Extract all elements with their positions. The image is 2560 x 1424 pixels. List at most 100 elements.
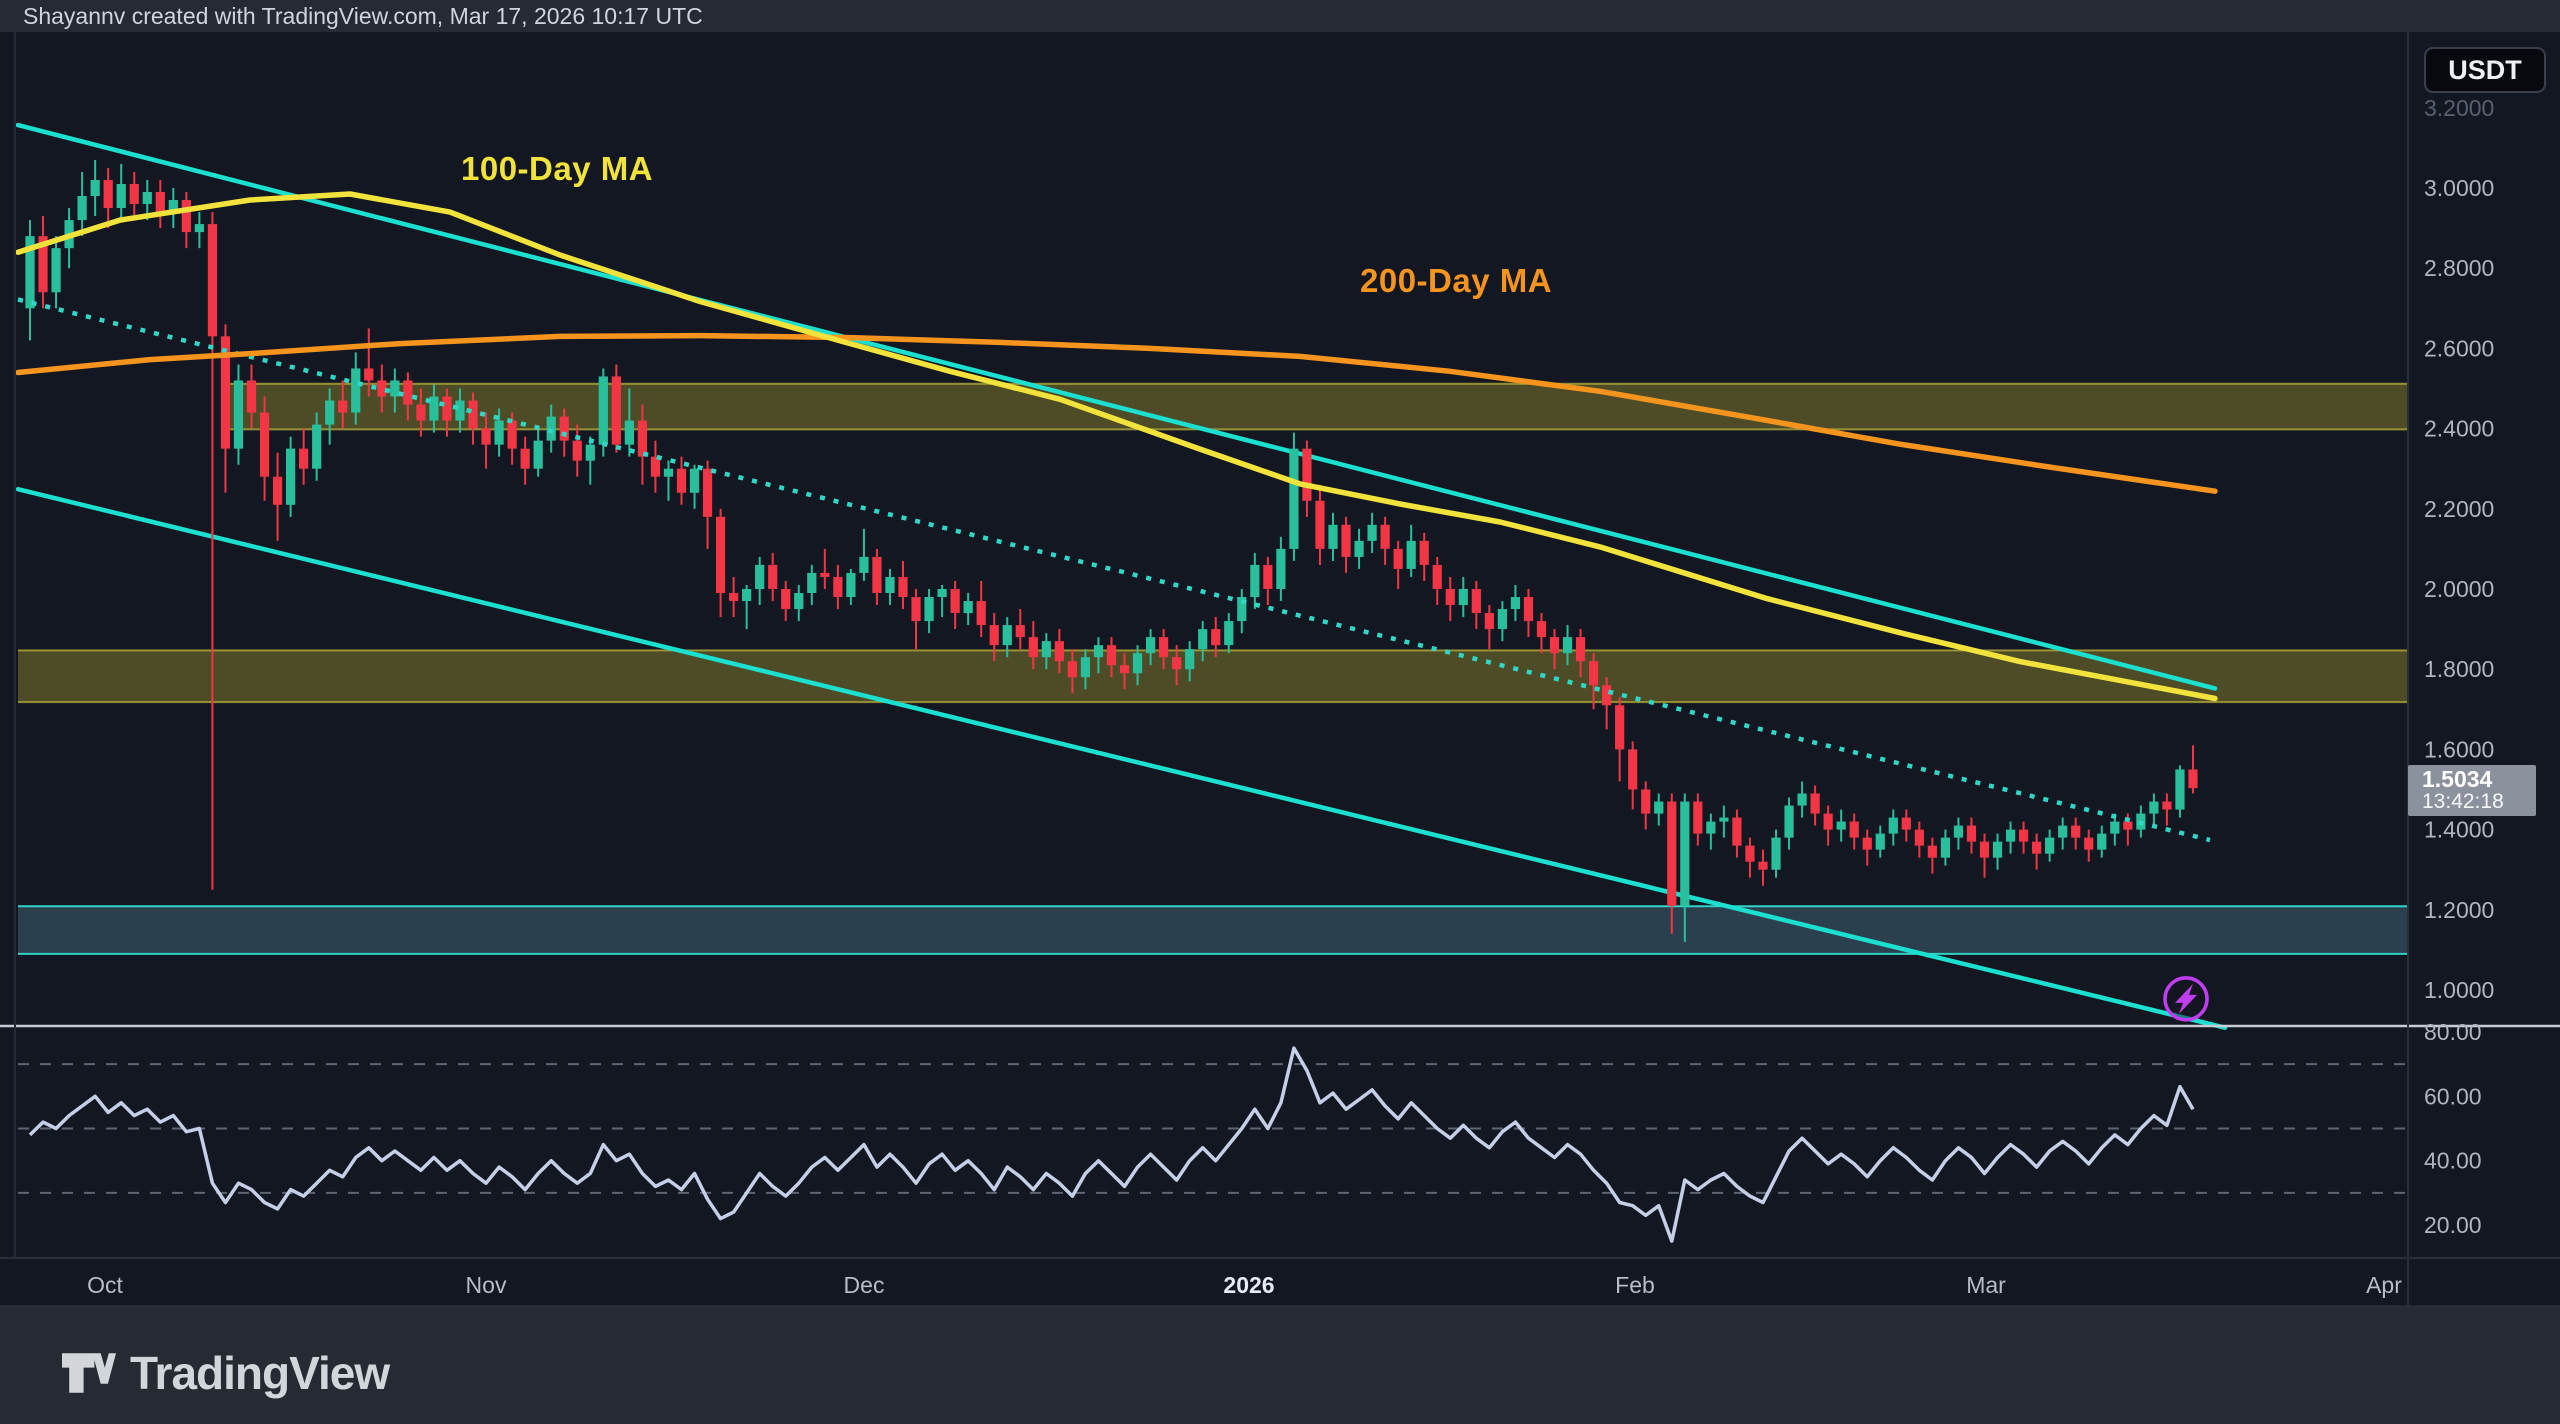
candle (129, 183, 139, 205)
candle (2175, 769, 2185, 810)
oscillator-tick-80[interactable]: 80.00 (2424, 1019, 2482, 1045)
support-zone-1.09-1.21[interactable] (18, 906, 2408, 954)
current-price-value: 1.5034 (2422, 766, 2493, 792)
candle (846, 572, 856, 598)
price-tick-2.4[interactable]: 2.4000 (2424, 416, 2494, 442)
time-tick-Dec[interactable]: Dec (844, 1272, 885, 1298)
candle (1680, 801, 1690, 906)
descending-channel-upper[interactable] (15, 122, 2218, 691)
candle (1693, 801, 1703, 834)
candle (1224, 621, 1234, 646)
candle (1002, 625, 1012, 646)
resistance-zone-2.40-2.51[interactable] (227, 383, 2408, 430)
candle (2110, 821, 2120, 834)
candle (1823, 813, 1833, 830)
candle (989, 625, 999, 646)
ma100-label: 100-Day MA (461, 150, 654, 187)
candle (1875, 833, 1885, 850)
support-zone-1.72-1.85[interactable] (18, 650, 2408, 703)
candle (1901, 817, 1911, 830)
ma100-line[interactable] (15, 191, 2218, 702)
candle (911, 597, 921, 622)
candle (1953, 825, 1964, 838)
price-tick-2.8[interactable]: 2.8000 (2424, 255, 2494, 281)
candle (1172, 657, 1182, 670)
candle (1510, 597, 1521, 610)
candle (937, 589, 947, 598)
candle (559, 416, 569, 441)
candle (90, 179, 100, 197)
candle (1719, 817, 1729, 822)
price-tick-1.6[interactable]: 1.6000 (2424, 736, 2494, 762)
candle (1615, 705, 1625, 750)
candle (976, 601, 986, 626)
candle (1862, 837, 1872, 850)
candle (299, 448, 309, 469)
price-tick-1.4[interactable]: 1.4000 (2424, 817, 2494, 843)
oscillator-tick-40[interactable]: 40.00 (2424, 1148, 2482, 1174)
candle (572, 440, 582, 461)
price-tick-2.2[interactable]: 2.2000 (2424, 496, 2494, 522)
price-tick-1.2[interactable]: 1.2000 (2424, 897, 2494, 923)
candle (25, 236, 35, 309)
candle (220, 336, 231, 449)
candle (742, 589, 752, 602)
candle (1432, 564, 1442, 589)
time-tick-Mar[interactable]: Mar (1966, 1272, 2006, 1298)
price-tick-1.8[interactable]: 1.8000 (2424, 656, 2494, 682)
candle (116, 183, 126, 209)
ma200-line[interactable] (15, 332, 2218, 494)
tradingview-logo[interactable]: TradingView (62, 1346, 390, 1400)
candle (585, 444, 595, 461)
candle (820, 572, 830, 577)
descending-channel-lower[interactable] (15, 486, 2228, 1030)
attribution-text: Shayannv created with TradingView.com, M… (23, 3, 703, 29)
current-price-tag: 1.5034 13:42:18 (2408, 765, 2536, 816)
price-tick-2.6[interactable]: 2.6000 (2424, 335, 2494, 361)
candle (1797, 793, 1807, 806)
price-tick-2.0[interactable]: 2.0000 (2424, 576, 2494, 602)
oscillator-tick-20[interactable]: 20.00 (2424, 1212, 2482, 1238)
candle (1106, 645, 1117, 666)
candle (768, 564, 778, 589)
candle (794, 593, 804, 610)
candle (1888, 817, 1898, 834)
currency-toggle-usdt[interactable]: USDT (2424, 47, 2546, 93)
candle (1745, 845, 1755, 862)
candle (1966, 825, 1977, 842)
candle (207, 224, 218, 337)
candle (598, 376, 608, 445)
candle (1654, 801, 1664, 814)
lightning-icon[interactable] (2175, 983, 2197, 1014)
candle (1093, 645, 1104, 658)
candle (924, 597, 934, 622)
candle (1471, 589, 1481, 614)
candle (1849, 821, 1859, 838)
candle (2084, 837, 2094, 850)
time-tick-Apr[interactable]: Apr (2366, 1272, 2402, 1298)
candle (1185, 649, 1195, 670)
oscillator-tick-60[interactable]: 60.00 (2424, 1083, 2482, 1109)
candle (2045, 837, 2055, 854)
time-tick-Oct[interactable]: Oct (87, 1272, 123, 1298)
candle (898, 576, 908, 598)
candle (1237, 597, 1247, 622)
price-tick-3.2[interactable]: 3.2000 (2424, 95, 2494, 121)
time-tick-2026[interactable]: 2026 (1223, 1272, 1274, 1298)
candle (872, 556, 882, 594)
candle (1302, 448, 1312, 501)
price-tick-1.0[interactable]: 1.0000 (2424, 977, 2494, 1003)
candle (1419, 540, 1429, 565)
candle (194, 224, 204, 233)
candle (416, 404, 426, 421)
candle (781, 589, 791, 610)
candle (168, 200, 178, 213)
price-tick-3.0[interactable]: 3.0000 (2424, 175, 2494, 201)
oscillator-line (28, 1046, 2195, 1243)
time-tick-Nov[interactable]: Nov (466, 1272, 507, 1298)
candle (1028, 637, 1038, 658)
candle (885, 576, 895, 594)
candle (755, 564, 765, 589)
time-tick-Feb[interactable]: Feb (1615, 1272, 1655, 1298)
